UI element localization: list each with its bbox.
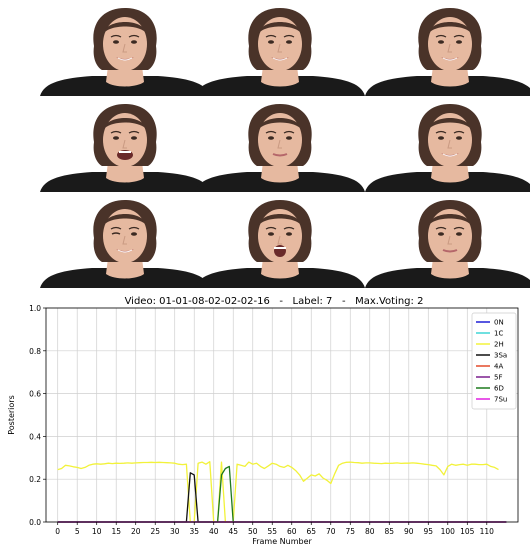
x-tick-label: 75	[345, 527, 355, 536]
y-axis: 0.0 0.2 0.4 0.6 0.8 1.0	[29, 304, 46, 527]
legend-label: 5F	[494, 374, 502, 382]
plot-frame	[45, 307, 519, 523]
x-tick-label: 35	[189, 527, 199, 536]
x-axis: 0 5 10 15 20 25 30 35 40 45 50 55 60 65 70 75 80 85 90 95 10…	[55, 522, 494, 536]
x-tick-label: 100	[441, 527, 456, 536]
x-tick-label: 110	[480, 527, 495, 536]
x-tick-label: 40	[209, 527, 219, 536]
x-tick-label: 25	[150, 527, 160, 536]
legend-label: 3Sa	[494, 352, 507, 360]
x-tick-label: 80	[365, 527, 375, 536]
x-tick-label: 45	[228, 527, 238, 536]
legend-label: 4A	[494, 363, 503, 371]
x-tick-label: 5	[75, 527, 80, 536]
y-tick-label: 0.4	[29, 432, 41, 441]
legend-label: 7Su	[494, 396, 507, 404]
x-tick-label: 0	[55, 527, 60, 536]
x-tick-label: 85	[384, 527, 394, 536]
chart-title: Video: 01-01-08-02-02-02-16 - Label: 7 -…	[125, 296, 424, 307]
x-axis-label: Frame Number	[252, 537, 312, 546]
y-tick-label: 1.0	[29, 304, 41, 313]
y-axis-label: Posteriors	[7, 395, 16, 435]
video-frame	[195, 4, 365, 96]
y-tick-label: 0.6	[29, 390, 41, 399]
x-tick-label: 60	[287, 527, 297, 536]
x-tick-label: 105	[460, 527, 475, 536]
x-tick-label: 15	[111, 527, 121, 536]
video-frame	[40, 100, 210, 192]
video-frame	[365, 100, 530, 192]
x-tick-label: 65	[306, 527, 316, 536]
x-tick-label: 95	[424, 527, 434, 536]
x-tick-label: 55	[267, 527, 277, 536]
chart-series	[57, 461, 507, 523]
series-line-6d	[57, 465, 507, 523]
video-frame	[195, 196, 365, 288]
legend-label: 2H	[494, 341, 504, 349]
x-tick-label: 70	[326, 527, 336, 536]
legend-label: 6D	[494, 385, 504, 393]
frame-grid	[40, 4, 530, 288]
x-tick-label: 20	[131, 527, 141, 536]
legend-box	[471, 312, 517, 410]
series-line-2h	[57, 461, 499, 523]
video-frame	[195, 100, 365, 192]
x-tick-label: 30	[170, 527, 180, 536]
y-tick-label: 0.8	[29, 347, 41, 356]
x-tick-label: 50	[248, 527, 258, 536]
series-line-3sa	[57, 472, 507, 523]
x-tick-label: 90	[404, 527, 414, 536]
video-frame	[365, 196, 530, 288]
x-tick-label: 10	[92, 527, 102, 536]
chart-gridlines	[46, 307, 518, 523]
video-frame	[365, 4, 530, 96]
legend-label: 0N	[494, 319, 504, 327]
y-tick-label: 0.2	[29, 475, 41, 484]
legend-label: 1C	[494, 330, 503, 338]
video-frame	[40, 4, 210, 96]
video-frame	[40, 196, 210, 288]
chart-legend: 0N 1C 2H 3Sa 4A 5F 6D 7Su	[471, 312, 517, 410]
y-tick-label: 0.0	[29, 518, 41, 527]
posterior-chart: Video: 01-01-08-02-02-02-16 - Label: 7 -…	[7, 296, 519, 546]
